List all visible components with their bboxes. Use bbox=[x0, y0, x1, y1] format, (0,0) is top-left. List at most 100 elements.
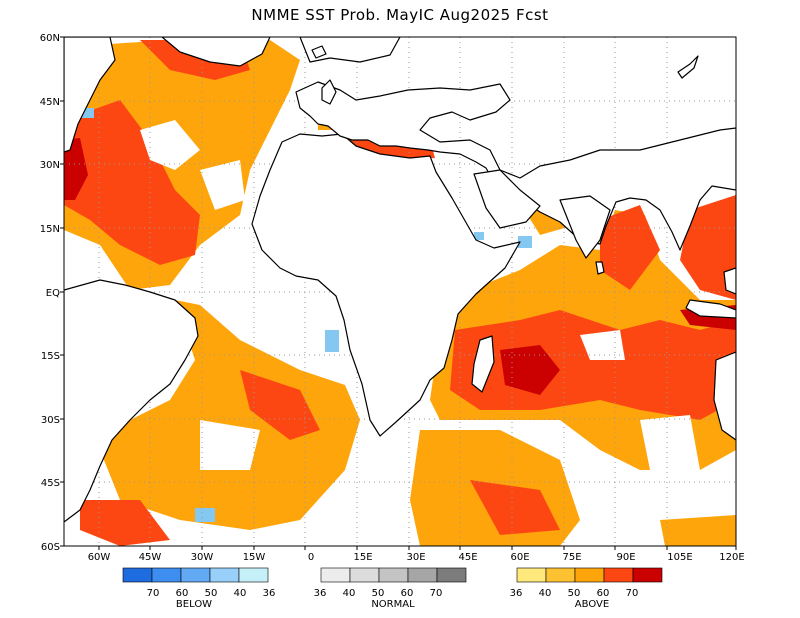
north-america-outline bbox=[64, 37, 116, 153]
above-70-shading-gulf bbox=[64, 138, 88, 200]
lon-tick-label: 30E bbox=[406, 552, 425, 563]
legend-swatch-below-36 bbox=[238, 567, 269, 583]
lon-tick-label: 90E bbox=[616, 552, 635, 563]
sri-lanka-outline bbox=[595, 261, 605, 275]
legend-below: 70 60 50 40 36 BELOW bbox=[122, 567, 276, 610]
legend-tick-label: 70 bbox=[430, 588, 443, 599]
lat-tick-label: 60S bbox=[41, 542, 60, 553]
greenland-outline bbox=[161, 37, 271, 67]
lon-tick-label: 60E bbox=[510, 552, 529, 563]
legend-tick-label: 70 bbox=[147, 588, 160, 599]
south-america-outline bbox=[64, 279, 199, 523]
borneo-outline bbox=[723, 267, 736, 295]
legend-tick-label: 40 bbox=[343, 588, 356, 599]
legend-tick-label: 50 bbox=[568, 588, 581, 599]
lon-tick-label: 30W bbox=[191, 552, 214, 563]
coastlines bbox=[64, 37, 736, 523]
legend-swatch-above-60 bbox=[603, 567, 634, 583]
scandinavia-outline bbox=[299, 37, 401, 63]
legend-tick-label: 40 bbox=[234, 588, 247, 599]
lon-tick-label: 15E bbox=[353, 552, 372, 563]
below-shading-patch bbox=[195, 508, 215, 522]
legend-tick-label: 40 bbox=[539, 588, 552, 599]
lat-tick-label: 60N bbox=[40, 33, 60, 44]
legend-swatch-above-36 bbox=[516, 567, 547, 583]
legend-tick-label: 70 bbox=[626, 588, 639, 599]
legend-normal: 36 40 50 60 70 NORMAL bbox=[314, 567, 467, 610]
australia-outline bbox=[713, 351, 736, 441]
lat-tick-label: 15S bbox=[41, 351, 60, 362]
japan-outline bbox=[677, 55, 699, 79]
legend-swatch-normal-36 bbox=[320, 567, 351, 583]
legend-tick-label: 60 bbox=[176, 588, 189, 599]
legend-swatch-normal-40 bbox=[349, 567, 380, 583]
lon-tick-label: 45W bbox=[139, 552, 162, 563]
britain-outline bbox=[321, 79, 337, 105]
legend-swatch-normal-70 bbox=[436, 567, 467, 583]
lon-tick-label: 45E bbox=[458, 552, 477, 563]
legend-above: 36 40 50 60 70 ABOVE bbox=[510, 567, 663, 610]
legend-tick-label: 60 bbox=[401, 588, 414, 599]
arabia-outline bbox=[473, 169, 541, 229]
lat-tick-label: 45S bbox=[41, 478, 60, 489]
longitude-labels: 60W 45W 30W 15W 0 15E 30E 45E 60E 75E 90… bbox=[88, 552, 745, 563]
lon-tick-label: 120E bbox=[719, 552, 744, 563]
below-shading-patch bbox=[474, 232, 484, 240]
above-shading-sea bbox=[680, 195, 736, 300]
above-60-shading-s-atlantic bbox=[240, 370, 320, 440]
above-60-shading-drake bbox=[80, 500, 170, 546]
india-outline bbox=[559, 195, 611, 259]
below-shading-patch bbox=[80, 108, 94, 118]
legend-swatch-normal-50 bbox=[378, 567, 409, 583]
legend-tick-label: 36 bbox=[510, 588, 523, 599]
neutral-gap-gulf-guinea bbox=[220, 300, 330, 360]
above-60-shading-southern-ocean bbox=[470, 480, 560, 535]
map-title: NMME SST Prob. MayIC Aug2025 Fcst bbox=[251, 6, 549, 24]
legend-swatch-above-70 bbox=[632, 567, 663, 583]
above-shading-bay-bengal bbox=[600, 205, 660, 290]
neutral-gap-n-atlantic bbox=[140, 120, 200, 170]
legend-swatch-below-60 bbox=[151, 567, 182, 583]
lat-tick-label: 15N bbox=[40, 224, 60, 235]
legend-tick-label: 50 bbox=[372, 588, 385, 599]
legend-swatch-above-50 bbox=[574, 567, 605, 583]
indonesia-outline bbox=[685, 299, 736, 319]
lat-tick-label: 45N bbox=[40, 97, 60, 108]
africa-outline bbox=[251, 133, 521, 437]
lon-tick-label: 60W bbox=[88, 552, 111, 563]
legend-tick-label: 60 bbox=[597, 588, 610, 599]
lon-tick-label: 105E bbox=[667, 552, 692, 563]
legend-tick-label: 36 bbox=[314, 588, 327, 599]
legend-label-above: ABOVE bbox=[575, 599, 609, 610]
neutral-gap-mid-atlantic bbox=[200, 160, 245, 210]
below-shading-patch bbox=[325, 330, 339, 352]
neutral-gap-s-atlantic bbox=[200, 420, 260, 470]
madagascar-outline bbox=[471, 335, 495, 393]
neutral-gap-indian-south bbox=[640, 415, 700, 470]
lat-tick-label: EQ bbox=[46, 288, 60, 299]
legend-swatch-above-40 bbox=[545, 567, 576, 583]
legend-swatch-below-50 bbox=[180, 567, 211, 583]
tick-marks bbox=[60, 36, 737, 550]
iceland-outline bbox=[311, 45, 327, 59]
legend-tick-label: 36 bbox=[263, 588, 276, 599]
below-shading-patch bbox=[518, 236, 532, 248]
latitude-labels: 60N 45N 30N 15N EQ 15S 30S 45S 60S bbox=[40, 33, 60, 553]
lon-tick-label: 0 bbox=[308, 552, 314, 563]
lon-tick-label: 15W bbox=[243, 552, 266, 563]
legend-label-normal: NORMAL bbox=[371, 599, 415, 610]
above-70-shading-madagascar bbox=[500, 345, 560, 395]
lat-tick-label: 30N bbox=[40, 160, 60, 171]
lon-tick-label: 75E bbox=[562, 552, 581, 563]
legend-swatch-below-40 bbox=[209, 567, 240, 583]
legend-label-below: BELOW bbox=[176, 599, 212, 610]
above-60-shading-n-atlantic bbox=[64, 100, 200, 265]
above-shading-australia-south bbox=[660, 515, 736, 546]
above-50-shading-s-atlantic bbox=[100, 300, 360, 530]
legend-swatch-normal-60 bbox=[407, 567, 438, 583]
legend-swatch-below-70 bbox=[122, 567, 153, 583]
europe-outline bbox=[295, 81, 736, 251]
lat-tick-label: 30S bbox=[41, 415, 60, 426]
legend-tick-label: 50 bbox=[205, 588, 218, 599]
